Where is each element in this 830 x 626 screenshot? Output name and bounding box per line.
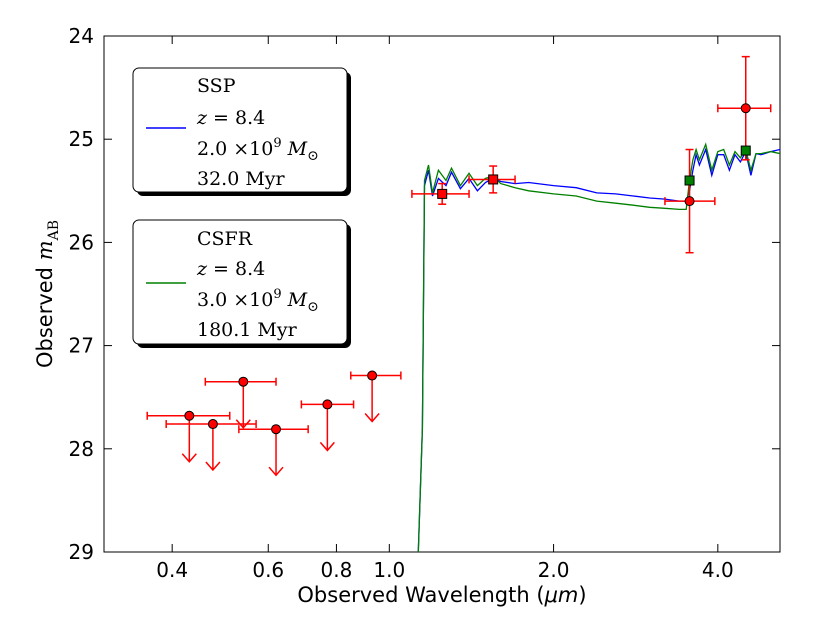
- legend-csfr-box: [132, 219, 348, 345]
- x-tick-label: 1.0: [373, 558, 405, 582]
- upper-limit-arrowhead: [268, 466, 284, 477]
- upper-limit-marker: [207, 419, 218, 430]
- y-tick-label: 28: [69, 437, 94, 461]
- upper-limit-point: [300, 399, 355, 452]
- legend-csfr: CSFR z = 8.4 3.0 ×109 M⊙ 180.1 Myr: [132, 219, 351, 348]
- upper-limit-marker: [184, 410, 195, 421]
- upper-limit-point: [350, 370, 402, 423]
- upper-limit-arrowhead: [235, 419, 251, 429]
- points-layer: [146, 55, 772, 477]
- legend-ssp-redshift: z = 8.4: [196, 107, 265, 129]
- legend-ssp-title: SSP: [197, 75, 236, 97]
- legend-ssp-mass: 2.0 ×109 M⊙: [197, 136, 319, 164]
- upper-limit-marker: [238, 376, 249, 387]
- x-tick-label: 0.6: [252, 558, 284, 582]
- x-tick-label: 4.0: [702, 558, 734, 582]
- upper-limit-point: [165, 419, 257, 472]
- y-tick-label: 27: [69, 334, 94, 358]
- legend-csfr-mass: 3.0 ×109 M⊙: [197, 287, 319, 315]
- x-tick-label: 0.8: [321, 558, 353, 582]
- model-point-csfr: [740, 145, 751, 156]
- y-tick-label: 29: [69, 540, 94, 564]
- upper-limit-point: [146, 410, 231, 463]
- detection-point: [717, 55, 772, 161]
- upper-limit-marker: [271, 424, 282, 435]
- upper-limit-arrowhead: [205, 461, 221, 472]
- y-tick-label: 26: [69, 230, 94, 254]
- detection-point: [664, 148, 716, 254]
- model-point-ssp: [437, 188, 448, 199]
- series-line-csfr: [417, 142, 780, 552]
- x-axis-title: Observed Wavelength (μm): [297, 583, 586, 607]
- y-tick-label: 24: [69, 24, 94, 48]
- detection-marker: [684, 196, 695, 207]
- upper-limit-arrowhead: [319, 441, 335, 452]
- detection-marker: [740, 103, 751, 114]
- legend-ssp: SSP z = 8.4 2.0 ×109 M⊙ 32.0 Myr: [132, 67, 351, 196]
- upper-limit-marker: [367, 370, 378, 381]
- upper-limit-marker: [322, 399, 333, 410]
- upper-limit-point: [238, 424, 309, 477]
- y-axis-title: Observed mAB: [33, 220, 62, 368]
- axis-ticks: 0.4 0.6 0.8 1.0 2.0 4.0 24 25 26 27 28 29: [69, 24, 780, 582]
- model-point-csfr: [684, 175, 695, 186]
- x-tick-label: 2.0: [538, 558, 570, 582]
- series-layer: [417, 142, 780, 552]
- legend-csfr-age: 180.1 Myr: [197, 319, 298, 341]
- legend-csfr-title: CSFR: [197, 228, 253, 250]
- y-tick-label: 25: [69, 127, 94, 151]
- legend-csfr-redshift: z = 8.4: [196, 258, 265, 280]
- upper-limit-arrowhead: [181, 453, 197, 463]
- legend-ssp-age: 32.0 Myr: [197, 168, 286, 190]
- series-line-ssp: [417, 147, 780, 552]
- legend-ssp-box: [132, 67, 348, 193]
- model-point-ssp: [488, 174, 499, 185]
- upper-limit-point: [204, 376, 277, 429]
- x-tick-label: 0.4: [156, 558, 188, 582]
- upper-limit-arrowhead: [364, 413, 380, 423]
